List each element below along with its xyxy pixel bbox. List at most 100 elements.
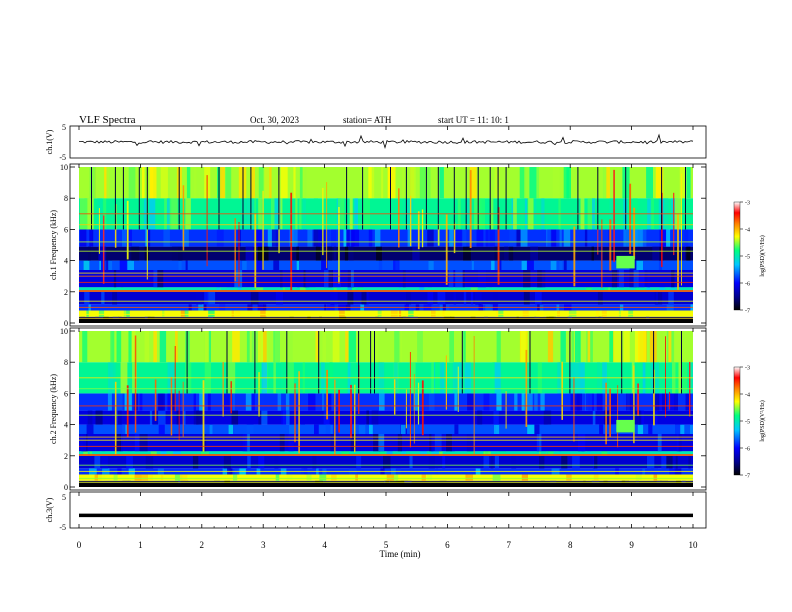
spectral-cell (261, 410, 268, 425)
spectral-cell (492, 474, 501, 481)
time-tick-label: 2 (200, 540, 205, 550)
spectral-cell (520, 229, 528, 247)
spectral-cell (516, 229, 521, 247)
colorbar-tick-label: -4 (745, 393, 750, 399)
sferic-stripe (234, 218, 236, 282)
narrowband-line (79, 477, 693, 479)
spectral-cell (333, 246, 337, 261)
ch2-colorbar (733, 366, 741, 476)
spectral-cell (379, 393, 385, 411)
ch2-colorbar-ticks: -3 -4 -5 -6 -7 (740, 366, 750, 480)
spectral-cell (410, 167, 416, 199)
time-tick-label: 9 (629, 540, 634, 550)
spectral-cell (345, 331, 349, 363)
spectral-cell (299, 287, 306, 292)
spectral-cell (192, 455, 199, 469)
spectral-cell (274, 331, 280, 363)
spectral-cell (199, 393, 205, 411)
spectral-cell (570, 393, 574, 411)
spectral-cell (322, 393, 325, 411)
spectral-cell (216, 287, 220, 292)
spectral-cell (378, 434, 385, 452)
sferic-stripe (689, 361, 691, 417)
spectral-cell (526, 260, 534, 270)
spectral-cell (686, 246, 691, 261)
spectral-cell (509, 229, 516, 247)
spectral-cell (273, 260, 280, 270)
spectral-cell (648, 424, 653, 434)
spectral-cell (674, 393, 678, 411)
spectral-cell (122, 229, 129, 247)
spectral-cell (609, 331, 614, 363)
spectral-cell (453, 291, 457, 305)
freq-tick-label: 0 (64, 319, 68, 328)
dark-stripe (505, 167, 507, 230)
spectral-cell (634, 410, 640, 425)
spectral-cell (105, 260, 109, 270)
spectral-cell (204, 291, 209, 305)
narrowband-line (79, 317, 693, 319)
dark-stripe (218, 167, 220, 230)
time-tick-label: 6 (445, 540, 450, 550)
spectral-cell (559, 260, 563, 270)
colorbar-tick-label: -3 (745, 366, 750, 372)
spectral-cell (429, 434, 433, 452)
dark-stripe (661, 167, 663, 230)
spectral-cell (489, 287, 492, 292)
spectral-cell (455, 229, 462, 247)
spectral-cell (279, 434, 285, 452)
sferic-stripe (222, 362, 224, 417)
time-tick-label: 5 (384, 540, 389, 550)
spectral-cell (226, 287, 234, 292)
spectral-cell (176, 410, 180, 425)
sferic-stripe (417, 211, 420, 250)
spectral-cell (95, 410, 103, 425)
sferic-stripe (298, 371, 300, 454)
spectral-cell (551, 229, 559, 247)
sferic-stripe (262, 190, 264, 270)
sferic-stripe (661, 192, 663, 267)
spectral-cell (657, 434, 662, 452)
spectral-cell (601, 310, 607, 317)
spectral-cell (251, 393, 255, 411)
spectral-cell (173, 451, 181, 456)
colorbar-tick-label: -5 (745, 420, 750, 426)
spectral-cell (171, 246, 178, 261)
spectral-cell (652, 246, 660, 261)
spectral-cell (373, 434, 381, 452)
spectral-cell (131, 246, 140, 261)
spectral-cell (350, 434, 357, 452)
spectral-cell (300, 424, 305, 434)
spectral-cell (231, 410, 239, 425)
spectral-cell (193, 410, 199, 425)
spectral-cell (614, 331, 622, 363)
spectral-cell (220, 167, 225, 199)
spectral-cell (177, 246, 183, 261)
sferic-stripe (617, 385, 619, 448)
spectral-cell (366, 410, 369, 425)
spectral-cell (319, 474, 327, 481)
spectral-cell (126, 229, 132, 247)
sferic-stripe (405, 389, 407, 429)
spectral-cell (636, 260, 643, 270)
sferic-stripe (98, 208, 100, 254)
dark-stripe (138, 167, 140, 230)
spectral-cell (185, 260, 188, 270)
time-tick-label: 4 (322, 540, 327, 550)
dark-stripe (529, 331, 531, 394)
sferic-stripe (681, 173, 682, 286)
spectral-cell (139, 434, 148, 452)
spectral-cell (348, 331, 356, 363)
station-label: station= ATH (343, 115, 392, 125)
spectral-cell (120, 434, 123, 452)
sferic-stripe (294, 383, 296, 443)
sferic-stripe (505, 391, 507, 429)
dark-stripe (681, 331, 682, 394)
spectral-cell (623, 331, 630, 363)
spectral-cell (492, 291, 499, 305)
sferic-stripe (413, 374, 415, 444)
spectral-cell (350, 270, 354, 288)
spectral-cell (315, 246, 321, 261)
sferic-stripe (354, 384, 356, 453)
